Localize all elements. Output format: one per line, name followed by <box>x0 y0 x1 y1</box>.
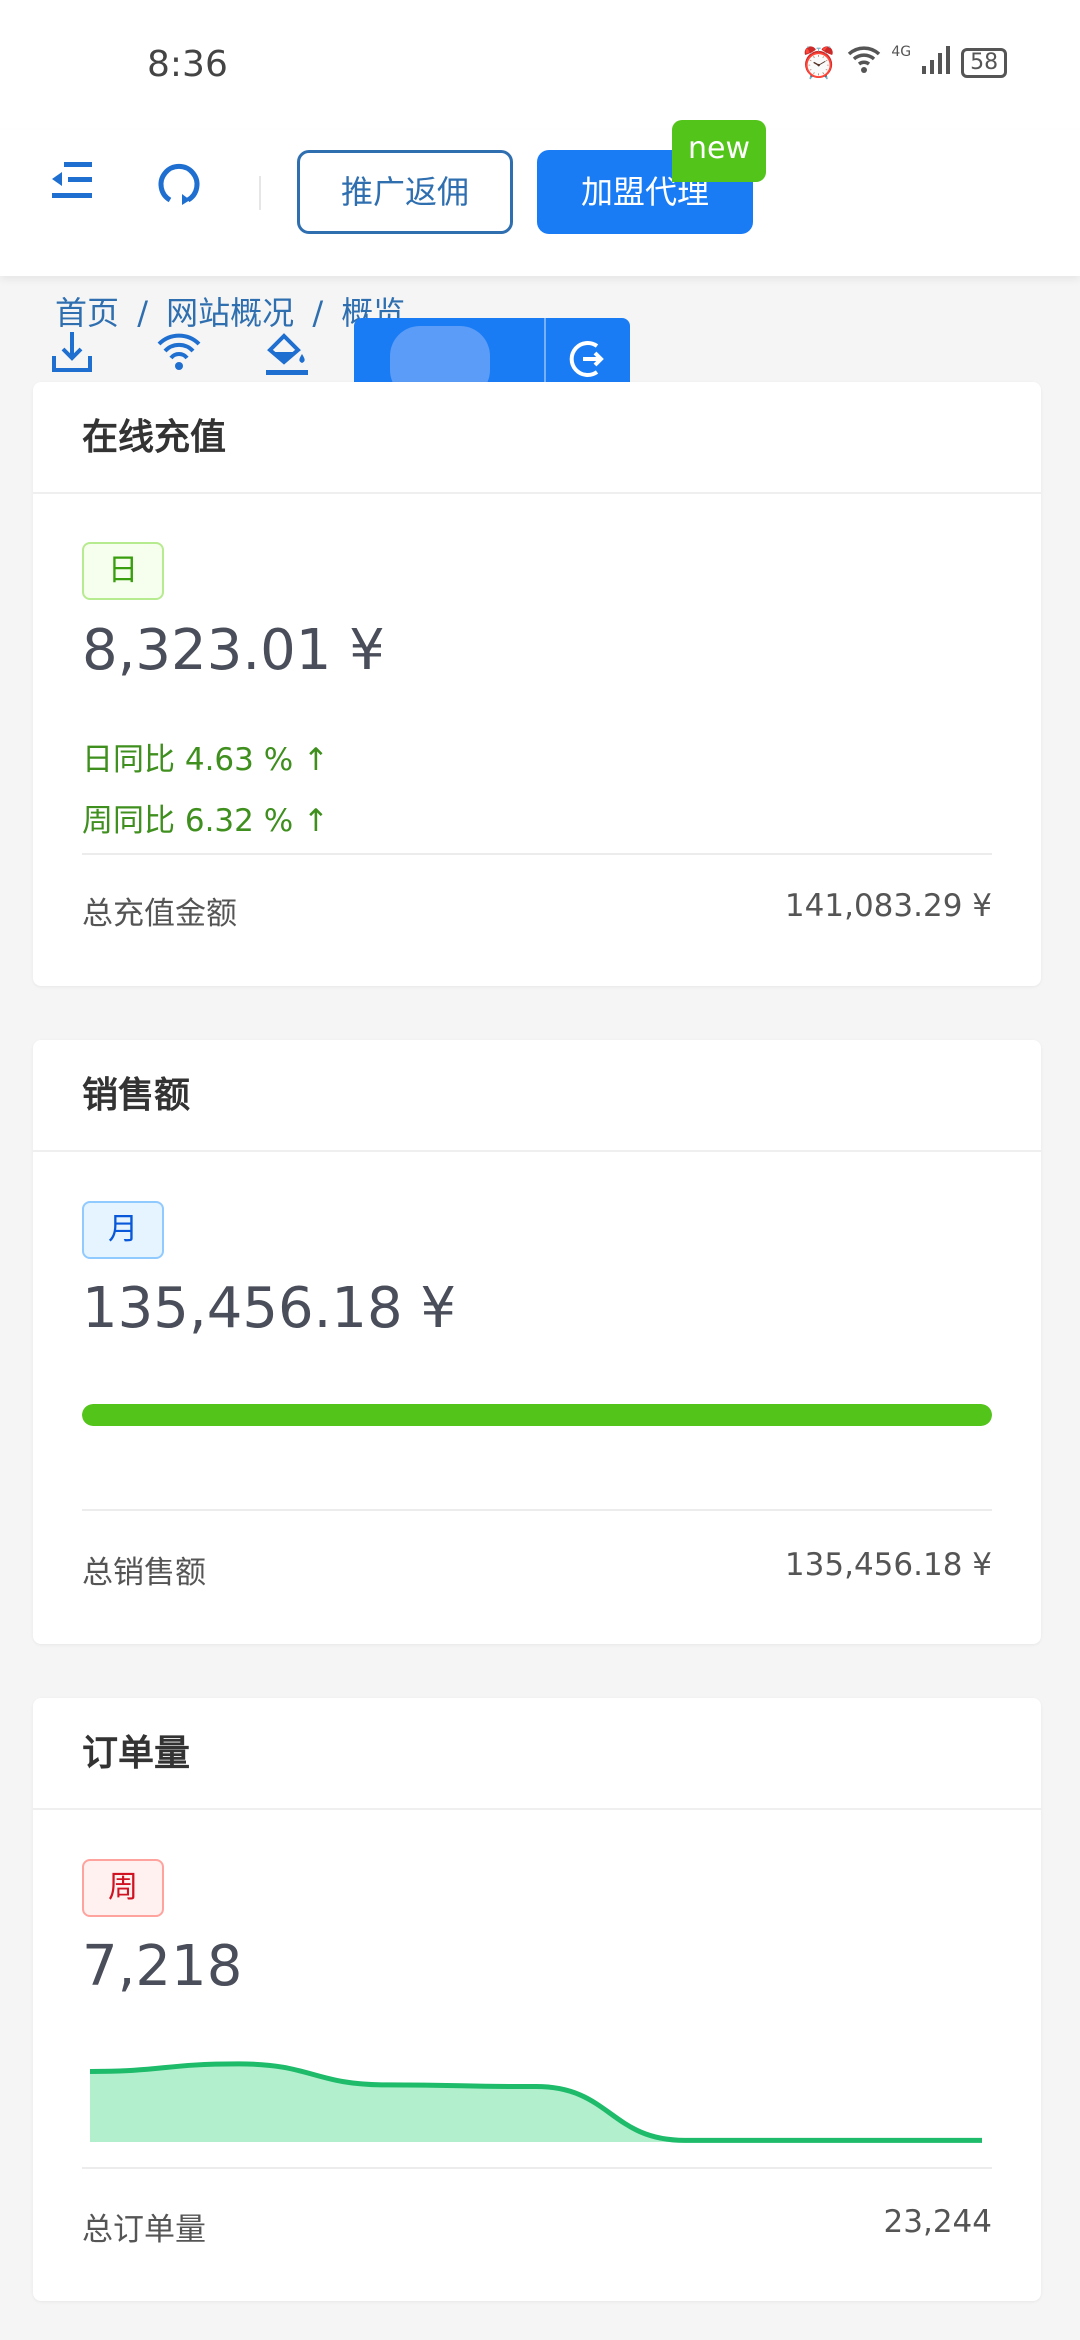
progress-fill <box>82 1404 992 1426</box>
status-bar: 8:36 ⏰ 4G 58 <box>0 0 1080 130</box>
total-sales-label: 总销售额 <box>82 1555 206 1591</box>
download-icon[interactable] <box>52 330 92 381</box>
total-recharge-value: 141,083.29 ¥ <box>784 888 992 924</box>
total-sales-value: 135,456.18 ¥ <box>784 1547 992 1583</box>
wifi-status-icon <box>847 44 881 82</box>
breadcrumb-site-overview[interactable]: 网站概况 <box>166 294 295 332</box>
alarm-icon: ⏰ <box>800 45 838 81</box>
chart-series-line <box>90 2061 982 2143</box>
orders-amount: 7,218 <box>82 1934 243 1999</box>
signal-icon <box>921 44 951 82</box>
card-divider <box>82 1509 992 1511</box>
period-tag-day: 日 <box>82 542 164 600</box>
status-time: 8:36 <box>147 44 228 85</box>
orders-area-chart <box>90 2061 982 2143</box>
chart-area-fill <box>90 2063 982 2142</box>
total-orders-value: 23,244 <box>883 2204 992 2240</box>
breadcrumb-home[interactable]: 首页 <box>55 294 120 332</box>
card-title: 在线充值 <box>33 382 1041 494</box>
paint-bucket-icon[interactable] <box>264 330 310 385</box>
sales-amount: 135,456.18 ¥ <box>82 1276 457 1341</box>
promo-rebate-button[interactable]: 推广返佣 <box>297 150 513 234</box>
battery-icon: 58 <box>961 48 1008 78</box>
logout-icon[interactable] <box>546 318 630 400</box>
recharge-card: 在线充值 日 8,323.01 ¥ 日同比 4.63 % ↑ 周同比 6.32 … <box>33 382 1041 986</box>
sales-card: 销售额 月 135,456.18 ¥ 总销售额 135,456.18 ¥ <box>33 1040 1041 1644</box>
period-tag-month: 月 <box>82 1201 164 1259</box>
new-badge: new <box>672 120 766 182</box>
orders-card: 订单量 周 7,218 总订单量 23,244 <box>33 1698 1041 2301</box>
breadcrumb-separator: / <box>137 294 148 332</box>
card-title: 订单量 <box>33 1698 1041 1810</box>
header-divider <box>259 176 261 210</box>
breadcrumb: 首页 / 网站概况 / 概览 <box>55 288 405 334</box>
refresh-icon[interactable] <box>156 162 202 218</box>
period-tag-week: 周 <box>82 1859 164 1917</box>
total-recharge-label: 总充值金额 <box>82 896 237 932</box>
wifi-icon[interactable] <box>156 330 202 381</box>
week-over-week: 周同比 6.32 % ↑ <box>82 803 330 839</box>
network-type: 4G <box>891 44 912 60</box>
card-divider <box>82 853 992 855</box>
card-divider <box>82 2167 992 2169</box>
sales-progress-bar <box>82 1404 992 1426</box>
recharge-amount: 8,323.01 ¥ <box>82 618 385 683</box>
breadcrumb-separator: / <box>312 294 324 332</box>
card-title: 销售额 <box>33 1040 1041 1152</box>
day-over-day: 日同比 4.63 % ↑ <box>82 742 330 778</box>
total-orders-label: 总订单量 <box>82 2212 206 2248</box>
status-icons: ⏰ 4G 58 <box>800 44 1008 82</box>
collapse-menu-icon[interactable] <box>50 160 94 210</box>
